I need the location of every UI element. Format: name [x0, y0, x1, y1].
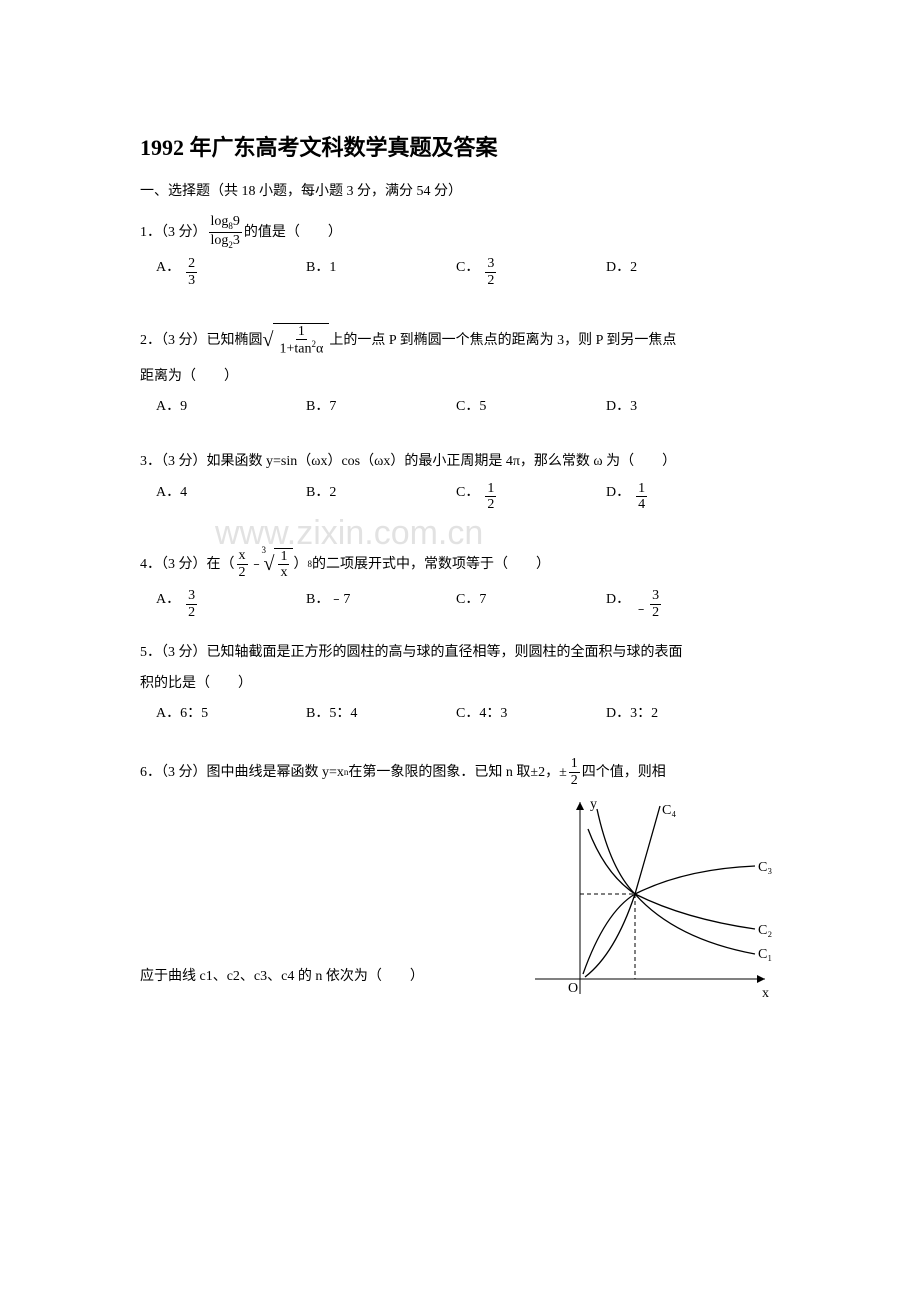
q1-prefix: 1．（3 分）	[140, 220, 207, 245]
den-b: α	[316, 342, 323, 357]
q1-a-label: A．	[156, 256, 180, 276]
q3-b: B．2	[306, 481, 456, 513]
question-6: 6．（3 分）图中曲线是幂函数 y=xn 在第一象限的图象．已知 n 取±2，±…	[140, 756, 780, 1034]
q1-b: B．1	[306, 256, 456, 288]
q2-suffix1: 上的一点 P 到椭圆一个焦点的距离为 3，则 P 到另一焦点	[329, 328, 676, 353]
q4-d-prefix: ﹣	[634, 598, 648, 618]
frac-den: 4	[636, 497, 647, 512]
svg-text:y: y	[590, 797, 597, 812]
q3-text: 3．（3 分）如果函数 y=sin（ωx）cos（ωx）的最小正周期是 4π，那…	[140, 449, 780, 474]
q4-prefix: 4．（3 分）在（	[140, 552, 235, 577]
q3-d-frac: 1 4	[636, 481, 647, 513]
frac-num: x	[237, 548, 248, 564]
q2-sqrt: √ 1 1+tan2α	[263, 322, 330, 358]
frac-den: 2	[650, 605, 661, 620]
q4-d-frac: 3 2	[650, 588, 661, 620]
svg-text:O: O	[568, 981, 578, 996]
frac-num: 3	[485, 256, 496, 272]
q4-b: B．﹣7	[306, 588, 456, 620]
q3-options: A．4 B．2 C． 1 2 D． 1 4	[140, 481, 780, 513]
q4-frac-a: x 2	[237, 548, 248, 580]
q4-options: A． 3 2 B．﹣7 C．7 D． ﹣ 3 2	[140, 588, 780, 620]
q1-d: D．2	[606, 256, 756, 288]
svg-text:C₃: C₃	[758, 860, 772, 875]
frac-num: 2	[186, 256, 197, 272]
frac-num: 3	[186, 588, 197, 604]
q5-c: C．4：3	[456, 702, 606, 722]
q4-suffix: 的二项展开式中，常数项等于（ ）	[312, 552, 550, 577]
q2-prefix: 2．（3 分）已知椭圆	[140, 328, 263, 353]
q1-c-label: C．	[456, 256, 479, 276]
question-3: 3．（3 分）如果函数 y=sin（ωx）cos（ωx）的最小正周期是 4π，那…	[140, 449, 780, 512]
q6-mid: 在第一象限的图象．已知 n 取±2，±	[348, 760, 566, 785]
section-header: 一、选择题（共 18 小题，每小题 3 分，满分 54 分）	[140, 180, 780, 200]
q5-text2: 积的比是（ ）	[140, 671, 780, 696]
q4-close: ）	[293, 552, 307, 577]
question-1: 1．（3 分） log89 log23 的值是（ ） A． 2 3 B．1 C．…	[140, 214, 780, 288]
question-5: 5．（3 分）已知轴截面是正方形的圆柱的高与球的直径相等，则圆柱的全面积与球的表…	[140, 640, 780, 722]
frac-num: 1	[278, 549, 289, 565]
frac-den: 2	[237, 565, 248, 580]
frac-num: 1	[485, 481, 496, 497]
svg-text:C₁: C₁	[758, 947, 772, 962]
log-text: log	[211, 233, 229, 248]
q4-root: 3 √ 1 x	[264, 546, 294, 582]
frac-den: 2	[186, 605, 197, 620]
frac-den: 2	[485, 273, 496, 288]
q4-a-label: A．	[156, 588, 180, 608]
frac-num: 3	[650, 588, 661, 604]
q3-a: A．4	[156, 481, 306, 513]
frac-num: 1	[636, 481, 647, 497]
svg-text:C₄: C₄	[662, 803, 676, 818]
q2-a: A．9	[156, 395, 306, 415]
frac-num: 1	[569, 756, 580, 772]
q4-a-frac: 3 2	[186, 588, 197, 620]
q2-d: D．3	[606, 395, 756, 415]
q2-suffix2: 距离为（ ）	[140, 364, 780, 389]
q5-d: D．3：2	[606, 702, 756, 722]
frac-den: 2	[569, 773, 580, 788]
q5-b: B．5：4	[306, 702, 456, 722]
q5-options: A．6：5 B．5：4 C．4：3 D．3：2	[140, 702, 780, 722]
q6-suffix: 四个值，则相	[582, 760, 666, 785]
page-title: 1992 年广东高考文科数学真题及答案	[140, 130, 780, 162]
q1-c-frac: 3 2	[485, 256, 496, 288]
q6-frac: 1 2	[569, 756, 580, 788]
q3-c-label: C．	[456, 481, 479, 501]
q3-d-label: D．	[606, 481, 630, 501]
q5-a: A．6：5	[156, 702, 306, 722]
q4-c: C．7	[456, 588, 606, 620]
root-index: 3	[262, 542, 267, 558]
q1-suffix: 的值是（ ）	[244, 220, 342, 245]
q2-c: C．5	[456, 395, 606, 415]
frac-num: 1	[296, 324, 307, 340]
q5-text1: 5．（3 分）已知轴截面是正方形的圆柱的高与球的直径相等，则圆柱的全面积与球的表…	[140, 640, 780, 665]
svg-text:x: x	[762, 986, 769, 1001]
q4-d-label: D．	[606, 588, 630, 608]
log-text: log	[211, 214, 229, 229]
question-4: www.zixin.com.cn 4．（3 分）在（ x 2 ﹣ 3 √ 1 x…	[140, 546, 780, 620]
q2-b: B．7	[306, 395, 456, 415]
question-2: 2．（3 分）已知椭圆 √ 1 1+tan2α 上的一点 P 到椭圆一个焦点的距…	[140, 322, 780, 415]
frac-den: 3	[186, 273, 197, 288]
q3-c-frac: 1 2	[485, 481, 496, 513]
q1-main-fraction: log89 log23	[209, 214, 242, 250]
q1-options: A． 2 3 B．1 C． 3 2 D．2	[140, 256, 780, 288]
frac-den: x	[278, 565, 289, 580]
log-arg: 3	[233, 233, 240, 248]
den-a: 1+tan	[279, 342, 311, 357]
q6-figure: O x y C₄ C₃ C₂ C₁	[510, 794, 780, 1024]
q6-prefix: 6．（3 分）图中曲线是幂函数 y=x	[140, 760, 344, 785]
q2-options: A．9 B．7 C．5 D．3	[140, 395, 780, 415]
q1-a-frac: 2 3	[186, 256, 197, 288]
log-arg: 9	[233, 214, 240, 229]
frac-den: 2	[485, 497, 496, 512]
svg-text:C₂: C₂	[758, 923, 772, 938]
